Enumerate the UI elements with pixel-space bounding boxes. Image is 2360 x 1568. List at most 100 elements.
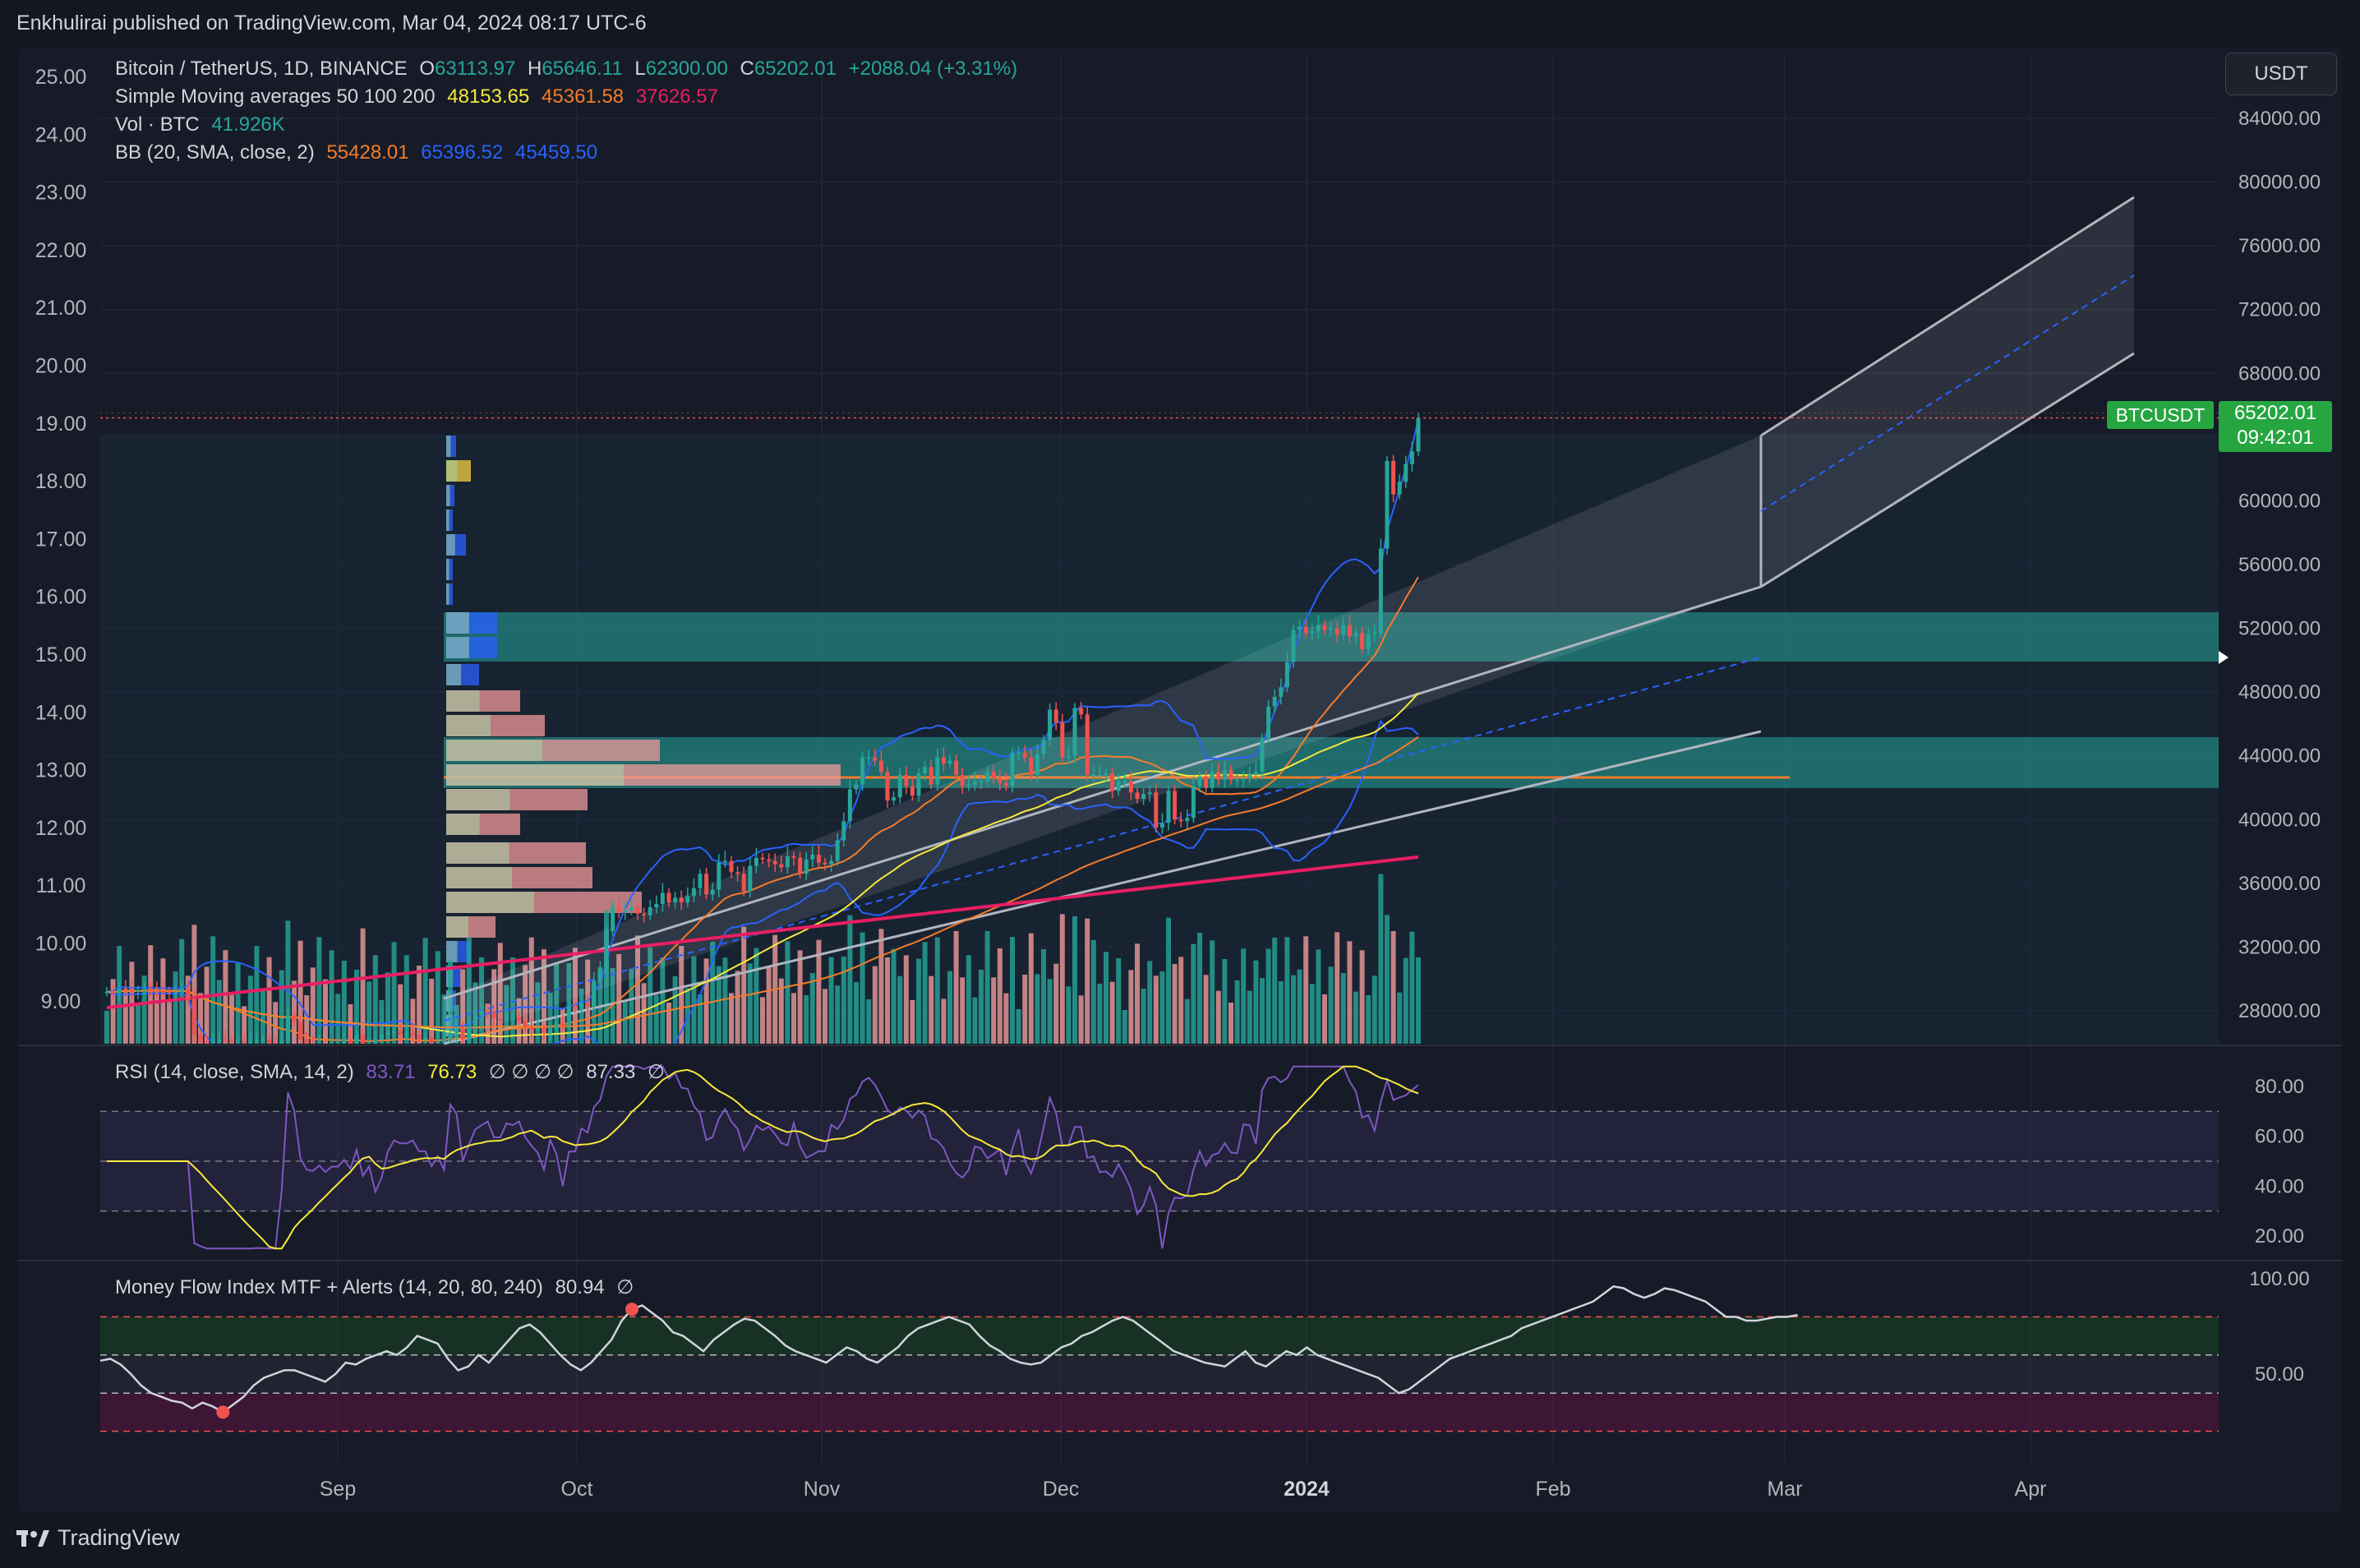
candle-body bbox=[866, 757, 871, 759]
candle-body bbox=[529, 1026, 534, 1031]
candle-body bbox=[1385, 460, 1390, 549]
volume-bar bbox=[804, 995, 809, 1044]
legend-mfi-row[interactable]: Money Flow Index MTF + Alerts (14, 20, 8… bbox=[115, 1275, 640, 1299]
channel-lower-line bbox=[443, 730, 1762, 1045]
candle-body bbox=[498, 1018, 503, 1021]
candle-body bbox=[254, 1040, 259, 1042]
candle-body bbox=[279, 1040, 284, 1044]
candle-body bbox=[878, 760, 883, 772]
volume-bar bbox=[403, 955, 409, 1044]
volume-bar bbox=[641, 983, 647, 1044]
volume-profile-bar-up bbox=[446, 814, 480, 835]
candle-body bbox=[479, 1011, 484, 1016]
legend-rsi-row[interactable]: RSI (14, close, SMA, 14, 2) 83.71 76.73 … bbox=[115, 1060, 671, 1084]
candle-body bbox=[1141, 794, 1146, 800]
volume-bar bbox=[279, 970, 284, 1044]
volume-bar bbox=[497, 943, 503, 1044]
candle-body bbox=[410, 1033, 415, 1035]
candle-body bbox=[1409, 451, 1414, 464]
volume-bar bbox=[729, 993, 734, 1044]
rsi-tick-label: 40.00 bbox=[2255, 1175, 2304, 1197]
candle-body bbox=[1079, 708, 1084, 715]
candle-body bbox=[854, 784, 859, 790]
candle-body bbox=[1185, 818, 1190, 822]
time-tick-label: Apr bbox=[2015, 1478, 2047, 1501]
volume-bar bbox=[703, 958, 709, 1044]
candle-body bbox=[941, 757, 946, 764]
zone-marker-icon bbox=[2219, 651, 2229, 664]
volume-bar bbox=[510, 957, 515, 1044]
candle-body bbox=[542, 1028, 546, 1034]
tradingview-logo[interactable]: TradingView bbox=[16, 1525, 180, 1551]
candle-body bbox=[472, 1015, 477, 1027]
legend-high-label: H bbox=[528, 58, 542, 80]
candle-body bbox=[1222, 770, 1227, 780]
candle-body bbox=[348, 1039, 353, 1044]
volume-bar bbox=[329, 950, 334, 1044]
volume-bar bbox=[185, 975, 191, 1044]
legend-rsi-label: RSI (14, close, SMA, 14, 2) bbox=[115, 1061, 354, 1083]
mfi-mid-band bbox=[100, 1354, 2219, 1394]
candle-body bbox=[1272, 696, 1277, 707]
candle-body bbox=[560, 1023, 565, 1026]
candle-body bbox=[1404, 463, 1408, 482]
left-tick-label: 23.00 bbox=[35, 182, 87, 205]
candle-body bbox=[1235, 779, 1240, 782]
volume-bar bbox=[1097, 984, 1103, 1044]
candle-body bbox=[829, 860, 834, 865]
legend-low: 62300.00 bbox=[645, 58, 728, 80]
volume-bar bbox=[229, 993, 234, 1044]
candle-body bbox=[1048, 709, 1053, 740]
candle-body bbox=[1260, 738, 1265, 772]
candle-body bbox=[1279, 687, 1284, 697]
volume-bar bbox=[1104, 952, 1109, 1044]
candle-body bbox=[1097, 774, 1102, 777]
candle-body bbox=[373, 1039, 378, 1044]
left-tick-label: 11.00 bbox=[36, 874, 86, 897]
volume-bar bbox=[210, 936, 216, 1044]
volume-bar bbox=[1291, 975, 1296, 1044]
candle-body bbox=[104, 991, 109, 994]
price-tick-label: 68000.00 bbox=[2238, 362, 2321, 385]
currency-button[interactable]: USDT bbox=[2225, 53, 2337, 95]
tradingview-logo-icon bbox=[16, 1529, 49, 1547]
regression-channel[interactable] bbox=[443, 196, 2135, 1045]
volume-bar bbox=[1210, 940, 1215, 1044]
volume-bar bbox=[1284, 937, 1290, 1044]
legend-bb-row[interactable]: BB (20, SMA, close, 2) 55428.01 65396.52… bbox=[115, 141, 604, 164]
candle-body bbox=[566, 1006, 571, 1026]
mfi-pane: 100.00 50.00 bbox=[99, 1268, 2310, 1432]
candle-body bbox=[660, 892, 665, 905]
volume-profile-bar-up bbox=[446, 510, 449, 531]
legend-sma-row[interactable]: Simple Moving averages 50 100 200 48153.… bbox=[115, 85, 725, 108]
candle-body bbox=[417, 1035, 422, 1040]
volume-bar bbox=[791, 993, 796, 1044]
candle-body bbox=[354, 1035, 359, 1044]
volume-profile-bar-up bbox=[446, 485, 450, 506]
candle-body bbox=[342, 1039, 347, 1044]
candle-body bbox=[154, 989, 159, 992]
volume-bar bbox=[1309, 984, 1315, 1044]
volume-bar bbox=[191, 925, 197, 1044]
volume-bar bbox=[479, 957, 484, 1044]
volume-bar bbox=[1260, 978, 1265, 1044]
volume-bar bbox=[934, 937, 940, 1044]
candle-body bbox=[273, 1042, 278, 1044]
volume-bar bbox=[1090, 940, 1096, 1044]
left-tick-label: 12.00 bbox=[35, 817, 87, 840]
candle-body bbox=[767, 859, 772, 861]
volume-bar bbox=[754, 948, 759, 1044]
candle-body bbox=[1241, 777, 1246, 780]
candle-body bbox=[385, 1033, 390, 1035]
volume-bar bbox=[429, 979, 435, 1044]
legend-vol-row[interactable]: Vol · BTC 41.926K bbox=[115, 113, 292, 136]
candle-body bbox=[810, 854, 815, 860]
volume-bar bbox=[847, 915, 853, 1044]
volume-bar bbox=[629, 968, 634, 1044]
volume-bar bbox=[1328, 966, 1334, 1044]
volume-bar bbox=[635, 935, 640, 1044]
candle-body bbox=[267, 1039, 272, 1043]
legend-symbol-row[interactable]: Bitcoin / TetherUS, 1D, BINANCE O63113.9… bbox=[115, 58, 1024, 81]
left-tick-label: 10.00 bbox=[35, 933, 87, 956]
